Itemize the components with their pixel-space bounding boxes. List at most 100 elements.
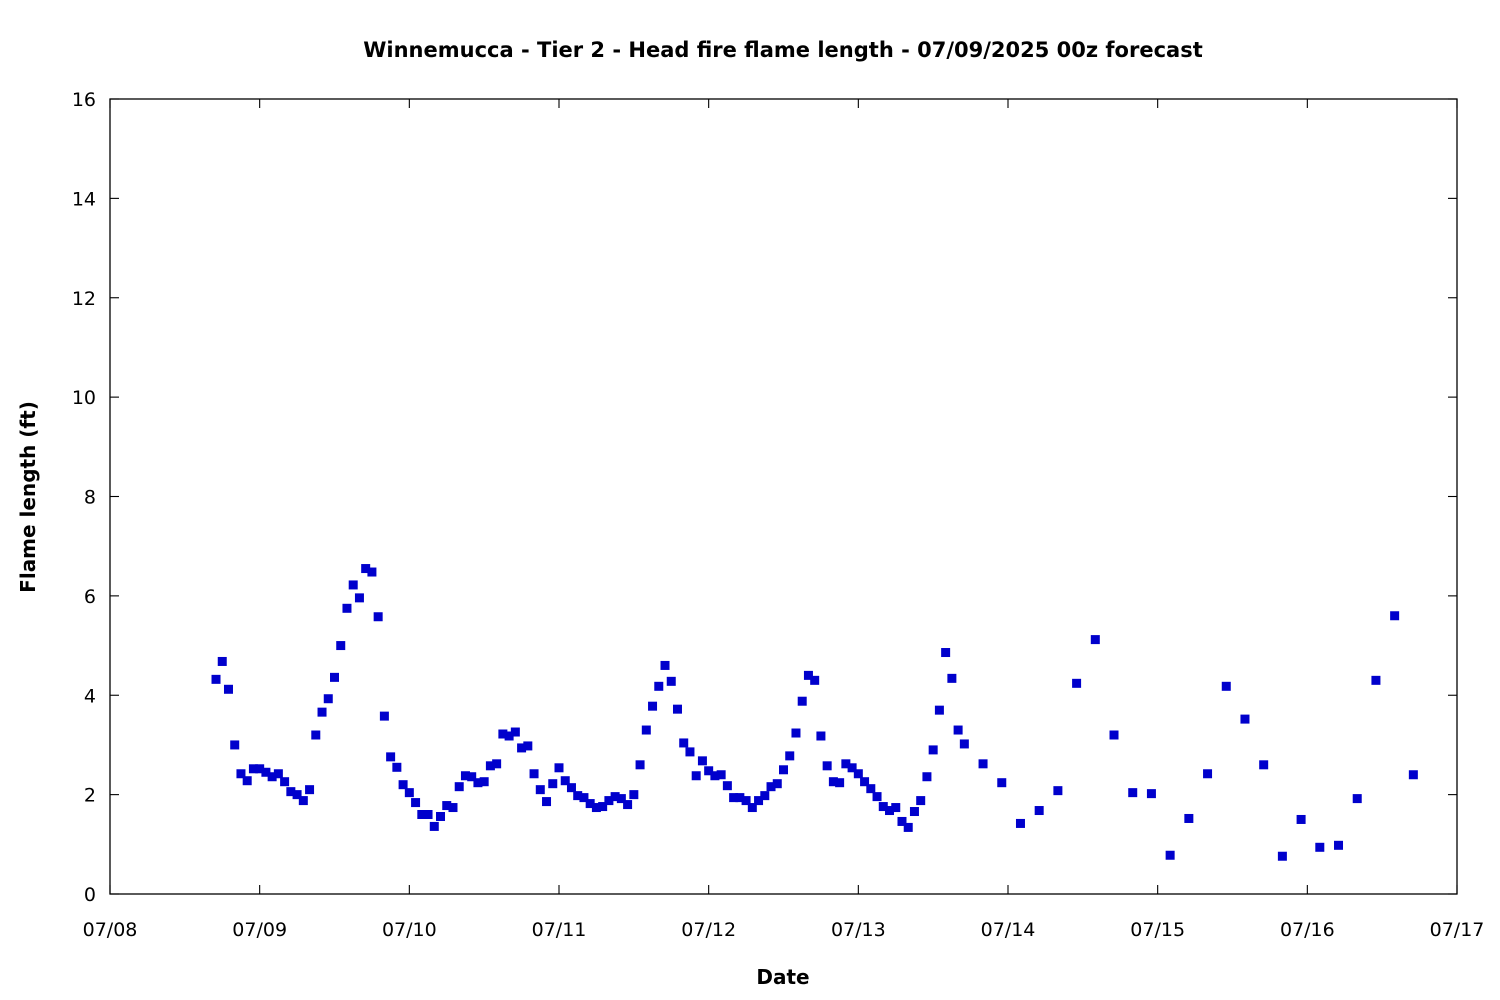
data-point xyxy=(672,704,682,714)
data-point xyxy=(411,798,421,808)
data-point xyxy=(504,731,514,741)
data-point xyxy=(610,792,620,802)
data-point xyxy=(891,803,901,813)
x-tick-label: 07/09 xyxy=(232,919,287,941)
data-point xyxy=(922,772,932,782)
data-point xyxy=(473,778,483,788)
data-point xyxy=(485,761,495,771)
data-point xyxy=(897,816,907,826)
data-point xyxy=(460,771,470,781)
data-point xyxy=(623,800,633,810)
data-point xyxy=(803,670,813,680)
data-point xyxy=(1221,681,1231,691)
data-point xyxy=(585,799,595,809)
x-tick-label: 07/15 xyxy=(1130,919,1185,941)
data-point xyxy=(641,725,651,735)
x-tick-label: 07/17 xyxy=(1430,919,1485,941)
data-point xyxy=(317,707,327,717)
data-point xyxy=(554,763,564,773)
data-point xyxy=(510,727,520,737)
data-point xyxy=(822,761,832,771)
x-axis-label: Date xyxy=(756,965,809,989)
data-point xyxy=(872,792,882,802)
y-tick-label: 14 xyxy=(72,188,96,210)
data-point xyxy=(1203,769,1213,779)
data-point xyxy=(517,743,527,753)
data-point xyxy=(885,806,895,816)
data-point xyxy=(467,772,477,782)
data-point xyxy=(373,612,383,622)
data-point xyxy=(1128,788,1138,798)
data-point xyxy=(660,660,670,670)
data-point xyxy=(523,741,533,751)
data-point xyxy=(760,791,770,801)
data-point xyxy=(1240,714,1250,724)
data-point xyxy=(336,641,346,651)
data-point xyxy=(704,766,714,776)
data-point xyxy=(429,821,439,831)
data-point xyxy=(766,782,776,792)
data-point xyxy=(386,752,396,762)
data-point xyxy=(847,763,857,773)
data-point xyxy=(211,674,221,684)
x-tick-label: 07/16 xyxy=(1280,919,1335,941)
data-point xyxy=(566,783,576,793)
data-point xyxy=(909,807,919,817)
y-tick-label: 8 xyxy=(84,487,96,509)
data-point xyxy=(841,759,851,769)
data-point xyxy=(498,729,508,739)
data-point xyxy=(404,788,414,798)
x-tick-label: 07/14 xyxy=(981,919,1036,941)
data-point xyxy=(735,793,745,803)
x-tick-label: 07/10 xyxy=(382,919,437,941)
data-point xyxy=(479,777,489,787)
data-point xyxy=(367,567,377,577)
data-point xyxy=(1015,818,1025,828)
x-tick-label: 07/08 xyxy=(83,919,138,941)
data-point xyxy=(959,739,969,749)
data-point xyxy=(916,796,926,806)
data-point xyxy=(354,593,364,603)
data-point xyxy=(629,790,639,800)
data-point xyxy=(598,802,608,812)
data-point xyxy=(953,725,963,735)
data-point xyxy=(255,764,265,774)
data-point xyxy=(1034,806,1044,816)
data-point xyxy=(273,769,283,779)
data-point xyxy=(361,564,371,574)
data-point xyxy=(442,801,452,811)
data-point xyxy=(1090,635,1100,645)
data-point xyxy=(878,802,888,812)
data-point xyxy=(230,740,240,750)
data-point xyxy=(217,656,227,666)
data-point xyxy=(248,764,258,774)
data-point xyxy=(685,747,695,757)
data-point xyxy=(454,782,464,792)
y-tick-label: 16 xyxy=(72,89,96,111)
chart-title: Winnemucca - Tier 2 - Head fire flame le… xyxy=(363,38,1202,62)
x-tick-label: 07/13 xyxy=(831,919,886,941)
axis-ticks xyxy=(109,98,1458,895)
data-point xyxy=(941,648,951,658)
data-point xyxy=(298,796,308,806)
data-point xyxy=(1109,730,1119,740)
data-point xyxy=(1184,813,1194,823)
data-point xyxy=(236,769,246,779)
data-point xyxy=(716,770,726,780)
data-point xyxy=(635,760,645,770)
data-point xyxy=(330,672,339,682)
data-point xyxy=(448,803,458,813)
y-tick-label: 4 xyxy=(84,685,96,707)
data-point xyxy=(305,785,315,795)
data-point xyxy=(772,779,782,789)
data-point xyxy=(280,777,290,787)
data-point xyxy=(579,793,589,803)
data-point xyxy=(1053,786,1063,796)
y-tick-label: 12 xyxy=(72,288,96,310)
data-point xyxy=(691,771,701,781)
data-point xyxy=(535,785,545,795)
data-point xyxy=(323,694,333,704)
y-tick-label: 2 xyxy=(84,785,96,807)
data-point xyxy=(741,796,751,806)
